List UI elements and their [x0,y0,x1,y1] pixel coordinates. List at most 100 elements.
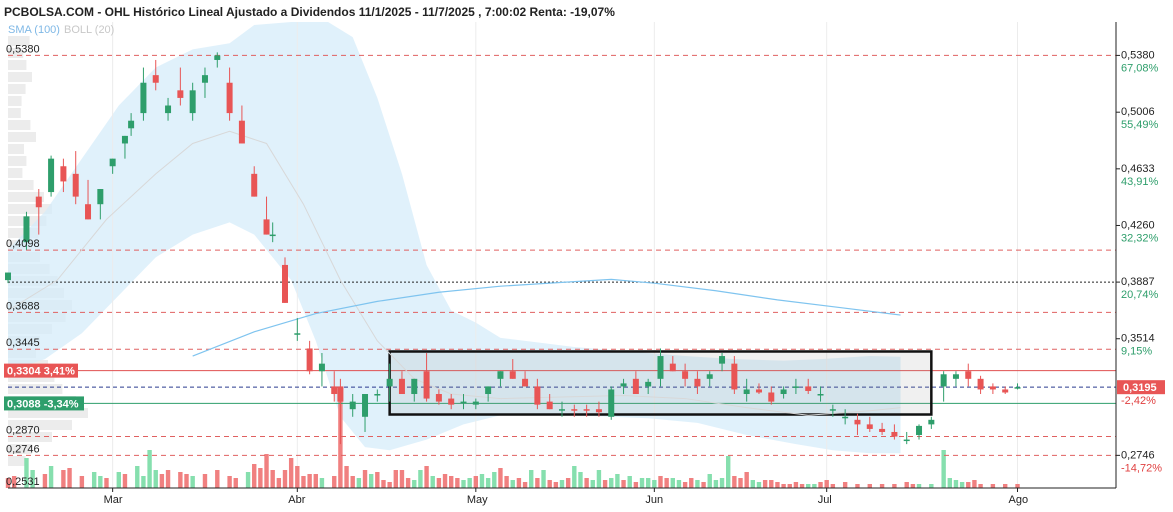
right-price-label: 0,3887 [1121,276,1155,288]
volume-bar [590,480,595,488]
candles [5,52,1021,445]
volume-bar [245,472,251,488]
volume-bar [818,482,823,488]
candle-body [386,378,393,387]
month-label: Abr [288,494,305,506]
candle-body [866,424,873,429]
volume-bar [1003,484,1008,488]
candle-body [842,416,849,419]
left-level-label: 0,4098 [6,238,40,250]
volume-bar [627,476,632,488]
left-level-label: 0,2531 [6,476,40,488]
volume-bar [442,474,448,488]
candle-body [5,272,11,281]
axes: 0,538067,08%0,500655,49%0,463343,91%0,42… [4,22,1165,506]
candle-body [940,374,947,387]
candle-body [398,378,405,395]
volume-bar [387,482,392,488]
volume-bar [658,476,663,488]
candle-body [226,82,233,114]
candle-body [559,409,565,411]
right-price-label: 0,4633 [1121,163,1155,175]
volume-bar [756,482,762,488]
volume-bar [652,480,657,488]
last-price-tag [1117,380,1165,395]
volume-profile-bar [8,168,23,178]
volume-profile-bar [8,84,26,94]
volume-bar [565,478,571,488]
volume-bar [61,470,66,488]
candle-body [85,204,92,220]
candle-body [435,394,442,402]
volume-bar [116,472,121,488]
boll-middle-line [7,130,901,416]
candle-body [989,386,996,390]
volume-profile-bar [8,72,32,82]
volume-bar [842,482,848,488]
volume-bar [596,470,602,488]
volume-bar [350,476,355,488]
volume-bar [399,470,405,488]
volume-bar [929,484,934,488]
candle-body [362,394,369,417]
volume-bar [178,472,183,488]
volume-bar [430,476,435,488]
volume-bar [615,474,620,488]
volume-bar [645,478,651,488]
volume-bar [941,450,946,488]
candle-body [97,189,104,205]
volume-bar [664,478,669,488]
candle-body [109,158,116,167]
candle-body [460,401,467,404]
volume-bar [972,480,977,488]
volume-bar [787,484,792,488]
left-level-label: 0,5380 [6,43,40,55]
candle-body [294,333,301,335]
candle-body [35,196,42,208]
volume-bar [122,474,128,488]
volume-bar [578,472,583,488]
volume-bar [750,480,756,488]
right-pct-label: 9,15% [1121,346,1152,358]
candle-body [331,386,338,395]
candle-body [903,439,910,442]
candle-body [682,371,689,379]
volume-bar [584,478,589,488]
volume-bar [775,482,780,488]
candle-body [916,425,923,436]
candle-body [522,378,529,387]
volume-bar [516,478,522,488]
volume-bar [147,450,152,488]
right-pct-label: 43,91% [1121,176,1159,188]
candle-body [952,374,959,379]
volume-profile-bar [8,228,39,238]
volume-bar [1015,484,1020,488]
candle-body [977,378,984,390]
volume-bar [319,478,325,488]
candle-body [269,234,276,237]
volume-bar [467,478,472,488]
bollinger-band-area [8,22,901,454]
volume-bar [104,478,109,488]
candle-body [485,386,492,395]
volume-bar [375,472,380,488]
candle-body [829,409,836,411]
candle-body [140,82,147,114]
candle-body [349,401,356,410]
volume-bar [609,478,614,488]
volume-bar [879,484,885,488]
volume-bar [424,466,429,488]
candle-body [805,386,812,391]
right-pct-label: -14,72% [1121,462,1162,474]
candle-body [121,135,128,144]
volume-bar [332,476,337,488]
candle-body [768,392,775,402]
candle-body [448,398,455,405]
volume-bar [479,474,485,488]
candle-body [706,374,713,379]
resistance-tag-label: 0,3304 3,41% [7,366,75,378]
volume-bar [572,466,577,488]
last-price-pct: -2,42% [1121,395,1156,407]
volume-bar [806,484,811,488]
candle-body [306,348,313,372]
